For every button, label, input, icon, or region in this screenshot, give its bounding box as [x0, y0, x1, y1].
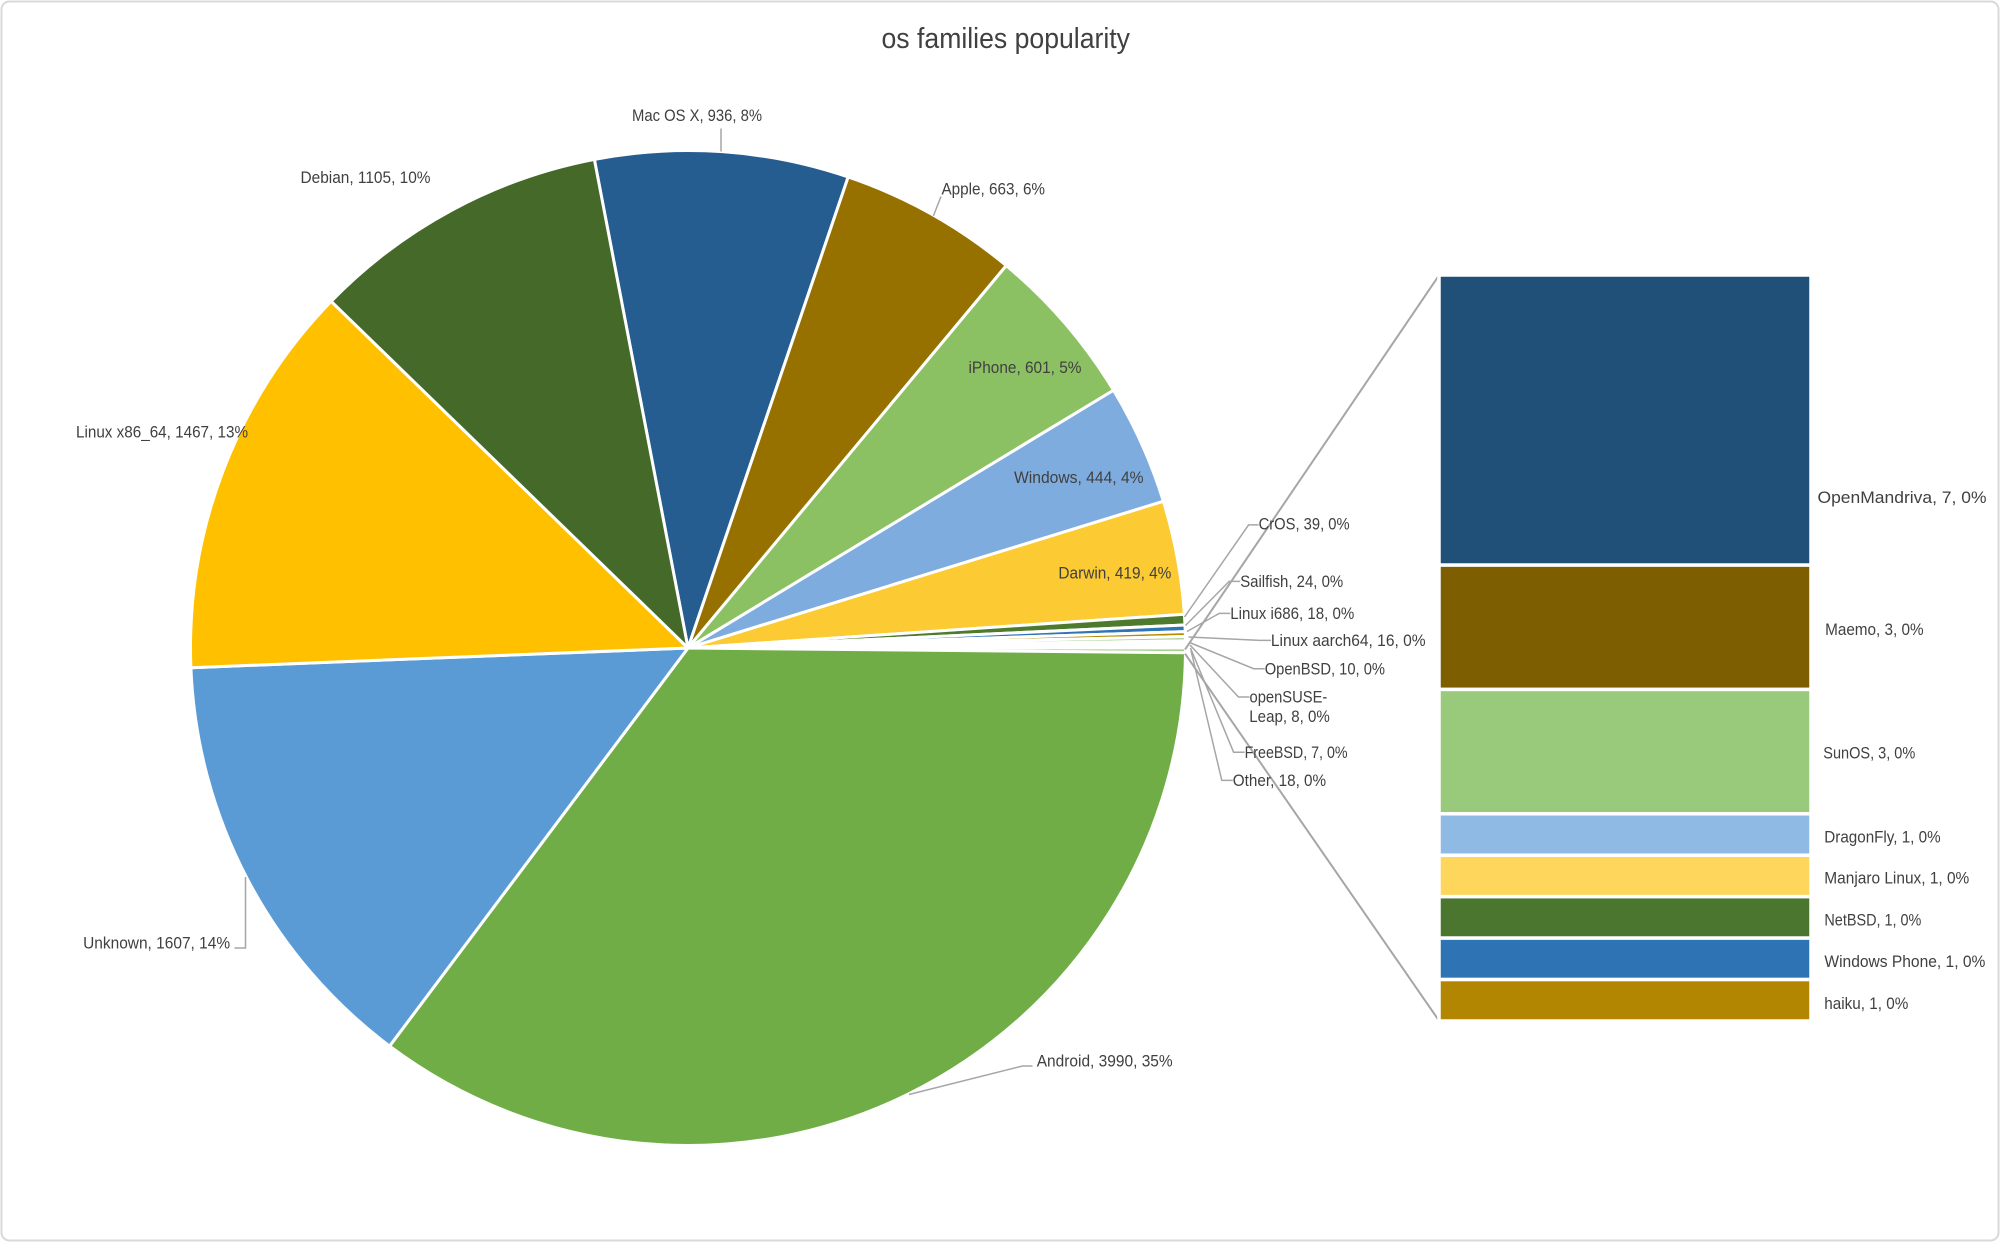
svg-text:iPhone, 601, 5%: iPhone, 601, 5% [969, 359, 1082, 377]
svg-text:os families popularity: os families popularity [882, 23, 1131, 55]
svg-text:Manjaro Linux, 1, 0%: Manjaro Linux, 1, 0% [1824, 870, 1969, 888]
svg-text:Debian, 1105, 10%: Debian, 1105, 10% [301, 169, 431, 187]
svg-text:Darwin, 419, 4%: Darwin, 419, 4% [1058, 565, 1171, 583]
svg-text:OpenBSD, 10, 0%: OpenBSD, 10, 0% [1265, 660, 1385, 678]
svg-text:Maemo, 3, 0%: Maemo, 3, 0% [1825, 621, 1924, 639]
svg-text:Apple, 663, 6%: Apple, 663, 6% [942, 181, 1046, 199]
svg-text:Windows Phone, 1, 0%: Windows Phone, 1, 0% [1824, 953, 1985, 971]
svg-text:Android, 3990, 35%: Android, 3990, 35% [1037, 1053, 1173, 1071]
svg-text:Sailfish, 24, 0%: Sailfish, 24, 0% [1240, 573, 1343, 591]
svg-text:NetBSD, 1, 0%: NetBSD, 1, 0% [1824, 912, 1921, 930]
svg-text:SunOS, 3, 0%: SunOS, 3, 0% [1823, 745, 1915, 763]
svg-text:Linux i686, 18, 0%: Linux i686, 18, 0% [1230, 605, 1354, 623]
svg-text:Unknown, 1607, 14%: Unknown, 1607, 14% [83, 935, 230, 953]
svg-text:DragonFly, 1, 0%: DragonFly, 1, 0% [1824, 829, 1940, 847]
svg-text:Linux aarch64, 16, 0%: Linux aarch64, 16, 0% [1271, 632, 1426, 650]
svg-text:Leap, 8, 0%: Leap, 8, 0% [1249, 708, 1330, 726]
svg-text:Other, 18, 0%: Other, 18, 0% [1233, 772, 1326, 790]
svg-text:openSUSE-: openSUSE- [1250, 689, 1328, 707]
svg-text:CrOS, 39, 0%: CrOS, 39, 0% [1259, 515, 1350, 533]
svg-text:Windows, 444, 4%: Windows, 444, 4% [1014, 469, 1144, 487]
svg-text:Linux x86_64, 1467, 13%: Linux x86_64, 1467, 13% [76, 424, 248, 442]
svg-text:haiku, 1, 0%: haiku, 1, 0% [1824, 995, 1908, 1013]
svg-text:OpenMandriva, 7, 0%: OpenMandriva, 7, 0% [1818, 489, 1987, 507]
svg-text:FreeBSD, 7, 0%: FreeBSD, 7, 0% [1245, 744, 1348, 762]
svg-text:Mac OS X, 936, 8%: Mac OS X, 936, 8% [632, 107, 762, 125]
